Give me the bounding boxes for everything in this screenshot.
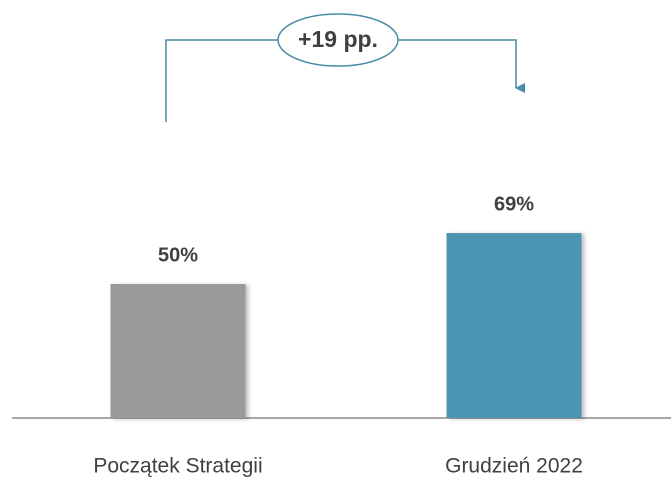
- change-bracket: [165, 13, 525, 122]
- annotation-ellipse: [277, 13, 399, 67]
- annotation: +19 pp.: [298, 26, 378, 52]
- value-label: 50%: [158, 244, 198, 266]
- bar: [110, 284, 246, 418]
- bar: [446, 233, 582, 418]
- x-tick-label: Początek Strategii: [93, 455, 262, 477]
- x-tick-label: Grudzień 2022: [445, 455, 583, 477]
- bracket-right: [398, 39, 525, 93]
- bracket-left: [165, 39, 278, 122]
- value-label: 69%: [494, 193, 534, 215]
